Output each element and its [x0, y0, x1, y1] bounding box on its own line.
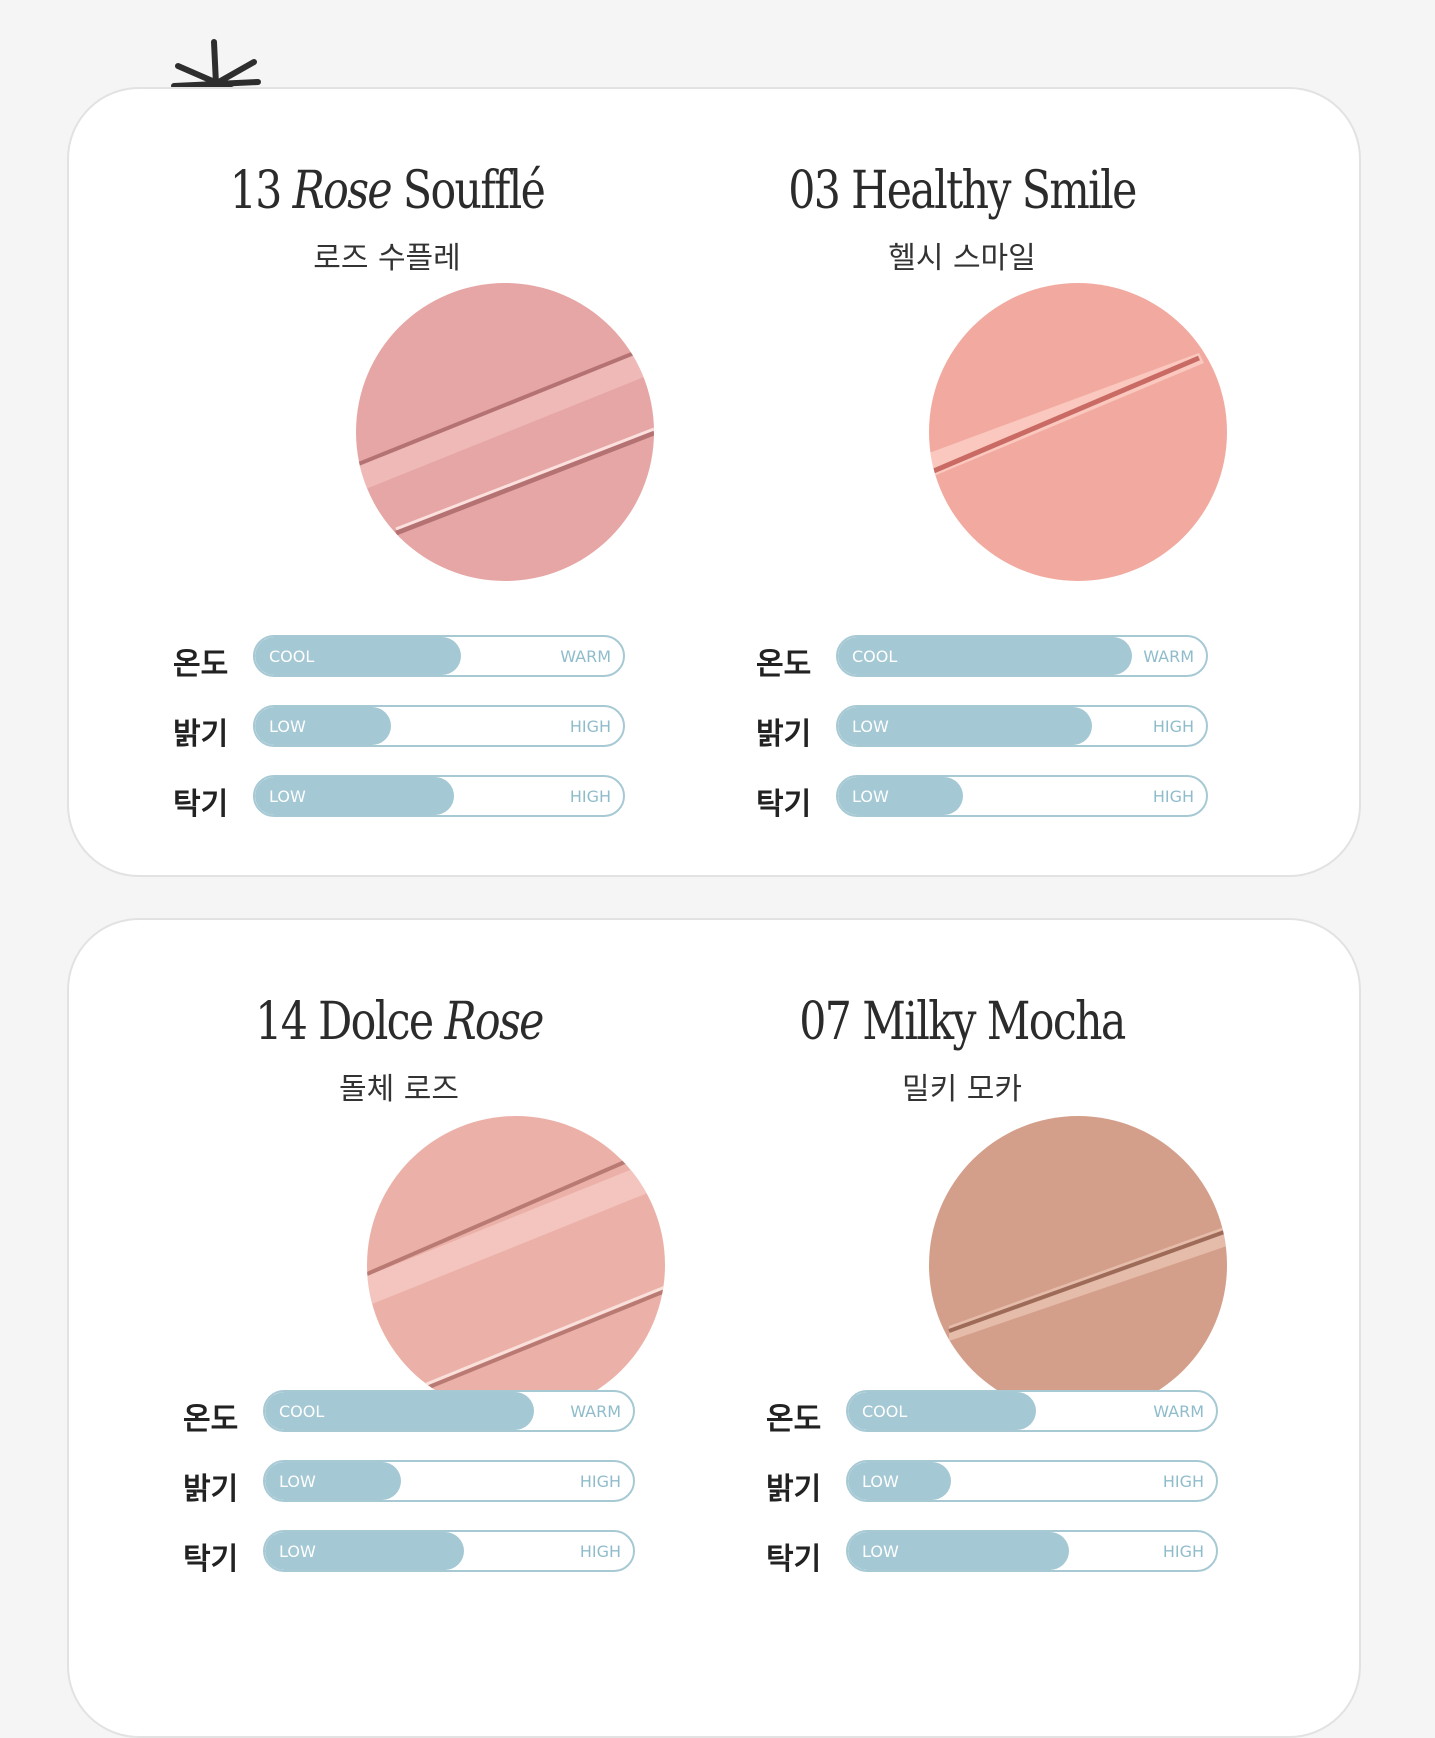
meter-max-label: WARM	[560, 647, 611, 666]
meter-min-label: LOW	[269, 787, 306, 806]
meter-min-label: LOW	[279, 1472, 316, 1491]
meter-muteness: 탁기 LOW HIGH	[173, 775, 633, 822]
meter-max-label: HIGH	[569, 787, 611, 806]
swatch-image	[367, 1116, 665, 1414]
meter-fill	[838, 637, 1133, 675]
meter-track: COOL WARM	[836, 635, 1208, 677]
meter-max-label: HIGH	[1152, 717, 1194, 736]
meter-temperature: 온도 COOL WARM	[766, 1390, 1226, 1437]
meter-track: LOW HIGH	[253, 705, 625, 747]
meter-label: 밝기	[173, 717, 229, 752]
meter-track: LOW HIGH	[263, 1460, 635, 1502]
meter-label: 온도	[183, 1402, 239, 1437]
shade-healthy-smile: 03 Healthy Smile 헬시 스마일	[712, 149, 1227, 649]
meter-fill	[838, 707, 1092, 745]
shade-rose-souffle: 13 Rose Soufflé 로즈 수플레	[137, 149, 654, 909]
meter-track: LOW HIGH	[846, 1460, 1218, 1502]
meter-label: 밝기	[756, 717, 812, 752]
meter-max-label: HIGH	[1162, 1542, 1204, 1561]
meter-min-label: LOW	[852, 717, 889, 736]
meter-label: 온도	[766, 1402, 822, 1437]
meter-brightness: 밝기 LOW HIGH	[756, 705, 1216, 752]
meter-label: 탁기	[756, 787, 812, 822]
meter-fill	[255, 707, 392, 745]
meter-max-label: WARM	[1153, 1402, 1204, 1421]
meter-track: COOL WARM	[263, 1390, 635, 1432]
meter-brightness: 밝기 LOW HIGH	[173, 705, 633, 752]
meter-max-label: HIGH	[1152, 787, 1194, 806]
meter-track: COOL WARM	[846, 1390, 1218, 1432]
meter-track: LOW HIGH	[263, 1530, 635, 1572]
meter-label: 온도	[173, 647, 229, 682]
meter-fill	[848, 1392, 1036, 1430]
shade-name-korean: 돌체 로즈	[339, 1072, 459, 1107]
meter-min-label: LOW	[279, 1542, 316, 1561]
meter-label: 탁기	[183, 1542, 239, 1577]
meter-temperature: 온도 COOL WARM	[756, 635, 1216, 682]
meter-min-label: COOL	[269, 647, 315, 666]
meter-label: 밝기	[183, 1472, 239, 1507]
meter-brightness: 밝기 LOW HIGH	[766, 1460, 1226, 1507]
shade-name: 13 Rose Soufflé	[229, 161, 546, 221]
meter-fill	[848, 1532, 1069, 1570]
shade-name-korean: 로즈 수플레	[313, 241, 461, 276]
meter-track: LOW HIGH	[836, 775, 1208, 817]
meter-max-label: HIGH	[579, 1472, 621, 1491]
meter-min-label: COOL	[279, 1402, 325, 1421]
meter-min-label: COOL	[862, 1402, 908, 1421]
meter-min-label: LOW	[852, 787, 889, 806]
meter-track: COOL WARM	[253, 635, 625, 677]
meter-label: 밝기	[766, 1472, 822, 1507]
meter-max-label: HIGH	[579, 1542, 621, 1561]
swatch-image	[929, 1116, 1227, 1414]
meter-min-label: LOW	[862, 1542, 899, 1561]
meter-muteness: 탁기 LOW HIGH	[183, 1530, 643, 1577]
shade-name: 14 Dolce Rose	[255, 992, 544, 1052]
meter-label: 탁기	[173, 787, 229, 822]
meter-max-label: HIGH	[1162, 1472, 1204, 1491]
meter-max-label: WARM	[570, 1402, 621, 1421]
shade-name: 03 Healthy Smile	[788, 161, 1137, 221]
shade-milky-mocha: 07 Milky Mocha 밀키 모카	[712, 980, 1227, 1480]
meter-min-label: LOW	[862, 1472, 899, 1491]
meter-min-label: LOW	[269, 717, 306, 736]
meter-muteness: 탁기 LOW HIGH	[756, 775, 1216, 822]
shade-name-korean: 밀키 모카	[902, 1072, 1022, 1107]
meter-fill	[848, 1462, 952, 1500]
meter-max-label: WARM	[1143, 647, 1194, 666]
shade-card-2: 14 Dolce Rose 돌체 로즈 온도 COOL WARM 밝기 LOW …	[67, 918, 1361, 1738]
meter-min-label: COOL	[852, 647, 898, 666]
meter-fill	[255, 637, 462, 675]
meter-label: 탁기	[766, 1542, 822, 1577]
meter-max-label: HIGH	[569, 717, 611, 736]
meter-muteness: 탁기 LOW HIGH	[766, 1530, 1226, 1577]
meter-fill	[265, 1462, 402, 1500]
meter-fill	[255, 777, 454, 815]
meter-temperature: 온도 COOL WARM	[173, 635, 633, 682]
meter-track: LOW HIGH	[253, 775, 625, 817]
swatch-image	[356, 283, 654, 581]
meter-fill	[265, 1532, 464, 1570]
shade-name-korean: 헬시 스마일	[888, 241, 1036, 276]
meter-brightness: 밝기 LOW HIGH	[183, 1460, 643, 1507]
shade-dolce-rose: 14 Dolce Rose 돌체 로즈	[149, 980, 665, 1480]
shade-name: 07 Milky Mocha	[799, 992, 1126, 1052]
meter-fill	[838, 777, 964, 815]
swatch-image	[929, 283, 1227, 581]
meter-fill	[265, 1392, 534, 1430]
shade-card-1: 13 Rose Soufflé 로즈 수플레 온도 COOL WARM 밝기 L…	[67, 87, 1361, 877]
meter-track: LOW HIGH	[836, 705, 1208, 747]
meter-temperature: 온도 COOL WARM	[183, 1390, 643, 1437]
meter-label: 온도	[756, 647, 812, 682]
meter-track: LOW HIGH	[846, 1530, 1218, 1572]
